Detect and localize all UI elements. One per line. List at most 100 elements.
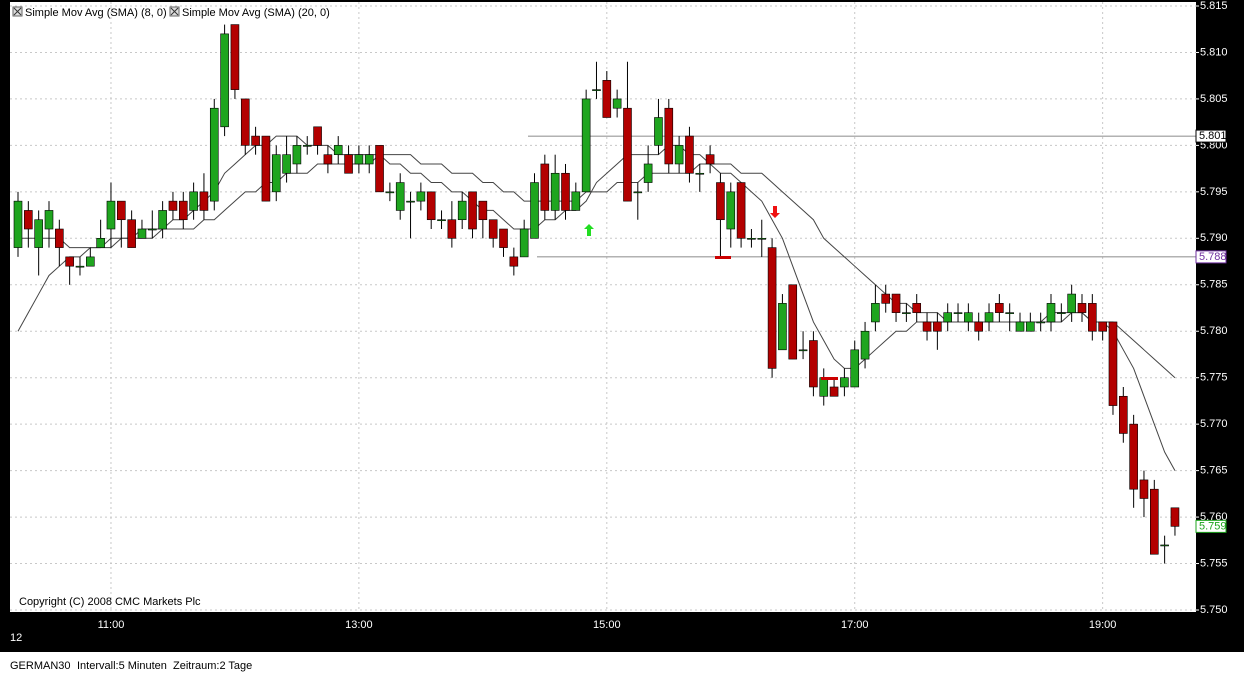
candle-body (13, 200, 23, 248)
y-tick-label: 5.750 (1200, 604, 1228, 616)
candle-body (509, 256, 519, 267)
y-tick-label: 5.775 (1200, 372, 1228, 384)
candle-body (571, 191, 581, 211)
candle-body (550, 172, 560, 211)
candle-body (798, 349, 808, 352)
x-tick-label: 11:00 (98, 619, 125, 631)
candle-body (1015, 321, 1025, 332)
candle-body (220, 33, 229, 128)
candle-body (354, 154, 364, 165)
candle-body (24, 210, 33, 230)
candle-body (643, 163, 653, 183)
price-box (1195, 129, 1227, 143)
candle-body (168, 200, 178, 211)
date-label: 12 (10, 632, 22, 644)
candle-body (251, 135, 260, 146)
candle-body (55, 228, 64, 248)
y-tick-label: 5.805 (1200, 93, 1228, 105)
candle-body (468, 191, 477, 230)
candle-body (1077, 303, 1087, 313)
x-tick-label: 19:00 (1089, 619, 1117, 631)
status-bar (0, 652, 1244, 675)
candle-body (75, 265, 85, 268)
candle-body (261, 135, 271, 202)
x-tick-label: 13:00 (345, 619, 373, 631)
candle-body (829, 386, 839, 397)
candle-body (747, 238, 756, 240)
candle-body (984, 312, 994, 323)
candle-body (1160, 544, 1169, 547)
candle-body (561, 172, 570, 211)
candle-body (199, 191, 209, 211)
legend-entry[interactable]: Simple Mov Avg (SMA) (20, 0) (182, 7, 330, 19)
candle-body (271, 154, 281, 193)
candle-body (819, 377, 829, 397)
candle-body (478, 200, 488, 221)
candle-body (65, 256, 74, 267)
candle-body (974, 321, 983, 332)
candle-body (117, 200, 126, 221)
price-box-label: 5.801 (1199, 130, 1227, 142)
y-tick-label: 5.765 (1200, 465, 1228, 477)
candle-body (654, 117, 663, 146)
candle-body (995, 303, 1004, 313)
candle-body (282, 154, 291, 174)
candle-body (695, 172, 705, 175)
candle-body (933, 321, 942, 332)
price-box-label: 5.788 (1199, 251, 1227, 263)
y-tick-label: 5.795 (1200, 186, 1228, 198)
copyright: Copyright (C) 2008 CMC Markets Plc (19, 596, 201, 608)
candle-body (230, 24, 240, 90)
candle-body (788, 284, 798, 360)
candle-body (922, 321, 932, 332)
x-tick-label: 15:00 (593, 619, 621, 631)
candle-body (943, 312, 953, 323)
candle-body (96, 238, 105, 248)
legend-entry[interactable]: Simple Mov Avg (SMA) (8, 0) (25, 7, 167, 19)
candle-body (881, 293, 891, 304)
y-tick-label: 5.810 (1200, 46, 1228, 58)
candle-body (767, 247, 777, 369)
price-box (1195, 519, 1227, 533)
candle-body (902, 312, 911, 314)
candle-body (395, 182, 405, 211)
candle-body (1150, 488, 1159, 555)
exit-mark (715, 256, 731, 259)
instrument: GERMAN30 (10, 660, 71, 672)
candle-body (137, 228, 147, 239)
candle-body (664, 107, 674, 165)
candle-body (86, 256, 95, 267)
candle-body (44, 210, 54, 230)
candle-body (158, 210, 167, 230)
candle-body (633, 191, 643, 194)
candle-body (1139, 479, 1149, 499)
candle-body (581, 98, 591, 193)
price-box-label: 5.759 (1199, 520, 1227, 532)
candle-body (1129, 423, 1138, 490)
candle-body (1108, 321, 1118, 406)
candle-body (1046, 303, 1056, 323)
candle-body (34, 219, 43, 248)
candle-body (375, 145, 384, 193)
candle-body (209, 107, 219, 202)
candle-body (674, 145, 684, 165)
y-tick-label: 5.780 (1200, 325, 1228, 337)
candle-body (127, 219, 136, 248)
candle-body (178, 200, 188, 221)
candle-body (1170, 507, 1180, 527)
buy-arrow (584, 224, 594, 236)
candle-body (106, 200, 116, 230)
candle-body (1005, 312, 1014, 314)
candle-body (364, 154, 374, 165)
candle-body (437, 219, 446, 222)
interval: Intervall:5 Minuten (77, 660, 167, 672)
candle-body (716, 182, 725, 221)
candle-body (912, 303, 922, 313)
candle-body (1067, 293, 1076, 313)
candle-body (778, 303, 787, 351)
candle-body (302, 145, 312, 147)
y-tick-label: 5.815 (1200, 0, 1228, 12)
legend-check (13, 7, 22, 16)
candle-body (1036, 321, 1045, 324)
